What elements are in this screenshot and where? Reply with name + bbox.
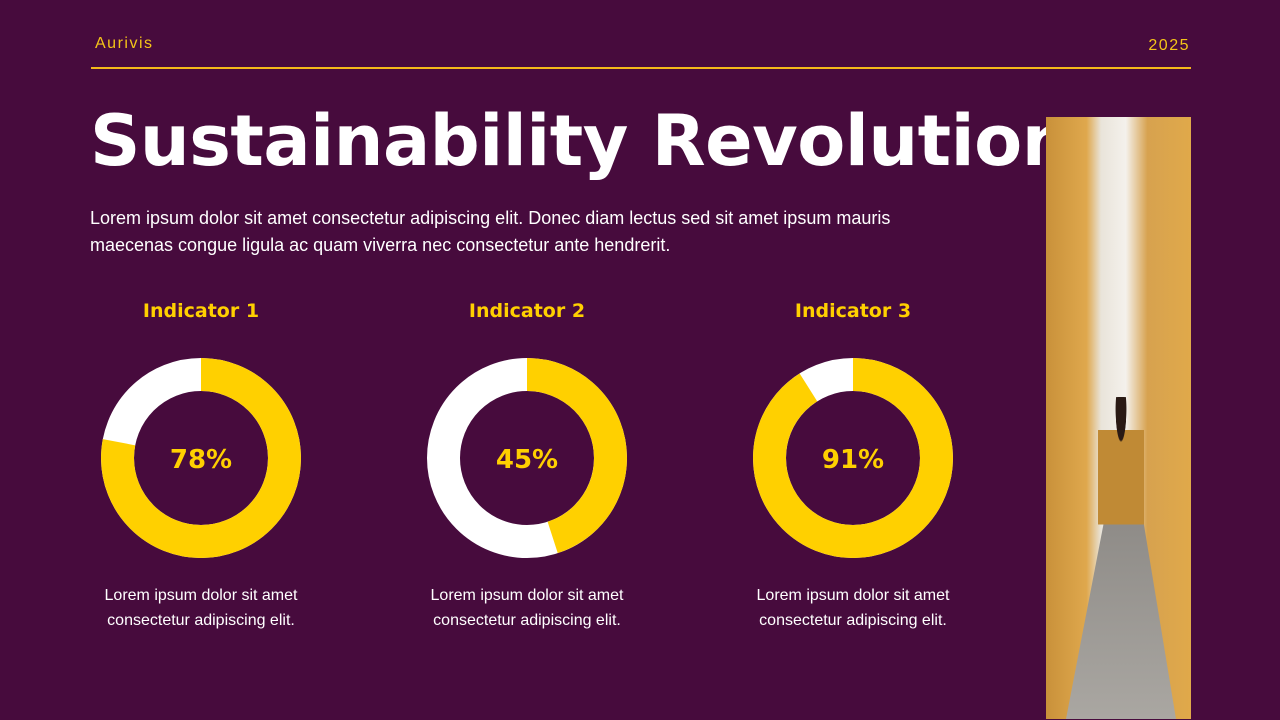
photo-path [1066,519,1176,719]
donut-chart: 45% [427,358,627,558]
year-label: 2025 [1148,37,1190,54]
page-title: Sustainability Revolution [90,100,1072,182]
indicator-1: Indicator 1 78% Lorem ipsum dolor sit am… [71,300,331,633]
indicator-3: Indicator 3 91% Lorem ipsum dolor sit am… [723,300,983,633]
donut-value [101,358,301,558]
intro-text: Lorem ipsum dolor sit amet consectetur a… [90,208,891,255]
indicator-caption: Lorem ipsum dolor sit amet consectetur a… [430,587,624,629]
indicator-title: Indicator 3 [794,300,912,322]
photo-woman [1098,397,1144,547]
indicator-caption: Lorem ipsum dolor sit amet consectetur a… [756,587,950,629]
donut-value [427,358,627,558]
donut-label: 78% [170,445,232,475]
donut-value [753,358,953,558]
brand-name: Aurivis [95,35,154,52]
indicator-title: Indicator 1 [142,300,260,322]
header-divider [91,67,1191,69]
indicator-2: Indicator 2 45% Lorem ipsum dolor sit am… [397,300,657,633]
indicator-title: Indicator 2 [468,300,586,322]
alley-photo [1046,117,1191,719]
indicator-caption: Lorem ipsum dolor sit amet consectetur a… [104,587,298,629]
donut-label: 45% [496,445,558,475]
donut-chart: 91% [753,358,953,558]
donut-label: 91% [822,445,884,475]
donut-chart: 78% [101,358,301,558]
